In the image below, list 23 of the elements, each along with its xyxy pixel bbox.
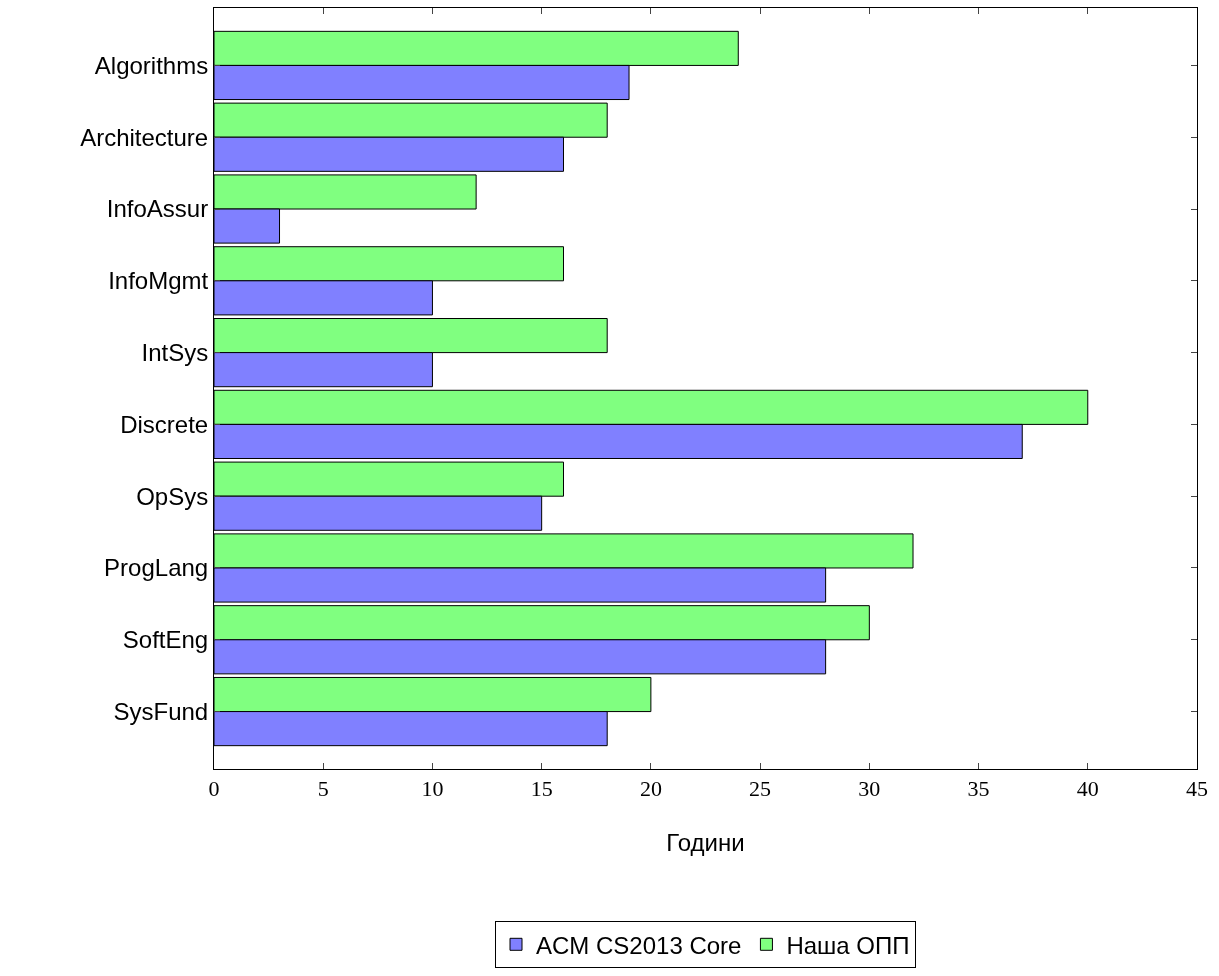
y-tick-label: Architecture (80, 123, 209, 151)
x-tick-label: 0 (208, 776, 220, 802)
y-tick-label: SoftEng (122, 626, 209, 654)
x-tick-label: 45 (1186, 776, 1208, 802)
y-tick-label: ProgLang (104, 554, 209, 582)
y-tick-label: InfoMgmt (108, 267, 209, 295)
x-axis-title: Години (666, 829, 745, 856)
y-tick-label: Discrete (120, 410, 209, 438)
legend-label: ACM CS2013 Core (536, 931, 742, 959)
legend-label: Наша ОПП (786, 931, 910, 959)
x-tick-label: 30 (858, 776, 881, 802)
y-tick-label: OpSys (136, 482, 209, 510)
x-tick-label: 10 (421, 776, 444, 802)
y-tick-label: SysFund (113, 697, 209, 725)
x-tick-label: 15 (530, 776, 553, 802)
x-tick-label: 25 (749, 776, 772, 802)
x-tick-label: 40 (1076, 776, 1099, 802)
y-tick-label: IntSys (141, 339, 209, 366)
x-tick-label: 5 (317, 776, 329, 802)
y-tick-label: InfoAssur (106, 195, 209, 223)
x-tick-label: 20 (639, 776, 662, 802)
y-tick-label: Algorithms (94, 51, 209, 79)
x-tick-label: 35 (967, 776, 990, 802)
